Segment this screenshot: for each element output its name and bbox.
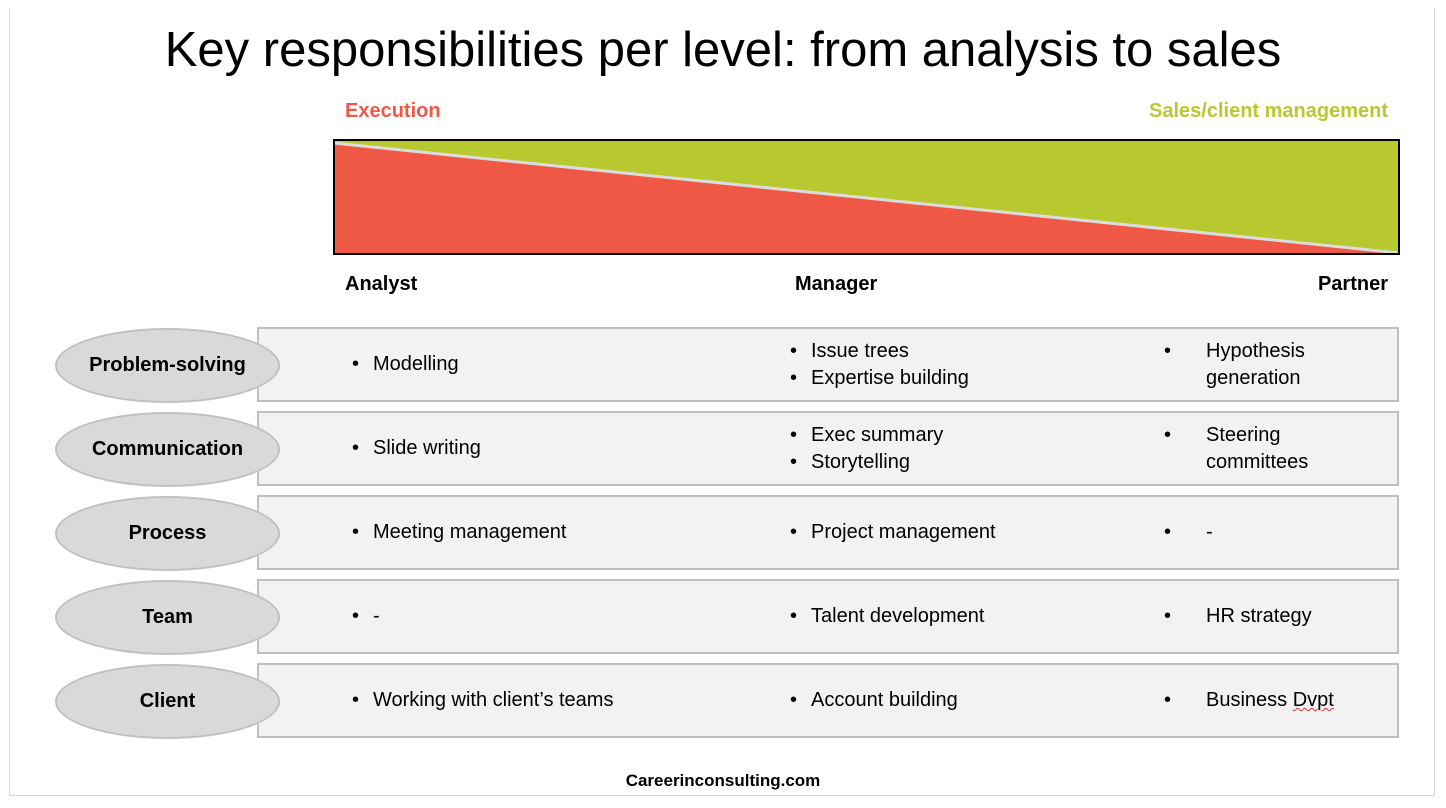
- category-process: Process: [55, 496, 280, 571]
- cell-manager: Talent development: [790, 581, 984, 652]
- bullet-item: Steering committees: [1185, 422, 1385, 476]
- cell-analyst: -: [352, 581, 380, 652]
- bullet-item: Working with client’s teams: [352, 687, 613, 714]
- bullet-item: HR strategy: [1185, 603, 1385, 630]
- bullet-item: Meeting management: [352, 519, 566, 546]
- cell-partner: Steering committees: [1185, 413, 1385, 484]
- level-manager: Manager: [795, 273, 878, 295]
- bullet-item: -: [1185, 519, 1385, 546]
- cell-manager: Project management: [790, 497, 996, 568]
- row-process: Meeting management Project management -: [257, 495, 1399, 570]
- cell-manager: Exec summaryStorytelling: [790, 413, 943, 484]
- row-client: Working with client’s teams Account build…: [257, 663, 1399, 738]
- category-team: Team: [55, 580, 280, 655]
- spellcheck-word: Dvpt: [1292, 689, 1334, 711]
- category-client: Client: [55, 664, 280, 739]
- cell-analyst: Modelling: [352, 329, 459, 400]
- bullet-item: Business Dvpt: [1185, 687, 1385, 714]
- cell-manager: Account building: [790, 665, 958, 736]
- row-problem-solving: Modelling Issue treesExpertise building Hy…: [257, 327, 1399, 402]
- bullet-item: Slide writing: [352, 435, 481, 462]
- execution-label: Execution: [345, 100, 441, 122]
- bullet-item: Expertise building: [790, 365, 969, 392]
- bullet-item: Exec summary: [790, 422, 943, 449]
- bullet-item: Talent development: [790, 603, 984, 630]
- level-partner: Partner: [1317, 273, 1388, 295]
- cell-partner: -: [1185, 497, 1385, 568]
- bullet-item: Hypothesis generation: [1185, 338, 1385, 392]
- row-team: - Talent development HR strategy: [257, 579, 1399, 654]
- row-communication: Slide writing Exec summaryStorytelling Ste…: [257, 411, 1399, 486]
- cell-analyst: Meeting management: [352, 497, 566, 568]
- divider-line: [333, 141, 1400, 255]
- bullet-item: -: [352, 603, 380, 630]
- category-problem-solving: Problem-solving: [55, 328, 280, 403]
- cell-partner: HR strategy: [1185, 581, 1385, 652]
- execution-sales-gradient: [333, 139, 1400, 255]
- bullet-item: Account building: [790, 687, 958, 714]
- cell-partner: Business Dvpt: [1185, 665, 1385, 736]
- bullet-item: Modelling: [352, 351, 459, 378]
- footer-source: Careerinconsulting.com: [625, 771, 821, 790]
- cell-analyst: Working with client’s teams: [352, 665, 613, 736]
- slide-frame: [9, 8, 1435, 796]
- bullet-item: Issue trees: [790, 338, 969, 365]
- level-analyst: Analyst: [345, 273, 418, 295]
- gradient-border: [333, 139, 1400, 255]
- bullet-item: Storytelling: [790, 449, 943, 476]
- cell-partner: Hypothesis generation: [1185, 329, 1385, 400]
- cell-analyst: Slide writing: [352, 413, 481, 484]
- sales-label: Sales/client management: [1149, 100, 1388, 122]
- cell-manager: Issue treesExpertise building: [790, 329, 969, 400]
- bullet-item: Project management: [790, 519, 996, 546]
- category-communication: Communication: [55, 412, 280, 487]
- page-title: Key responsibilities per level: from ana…: [164, 23, 1282, 77]
